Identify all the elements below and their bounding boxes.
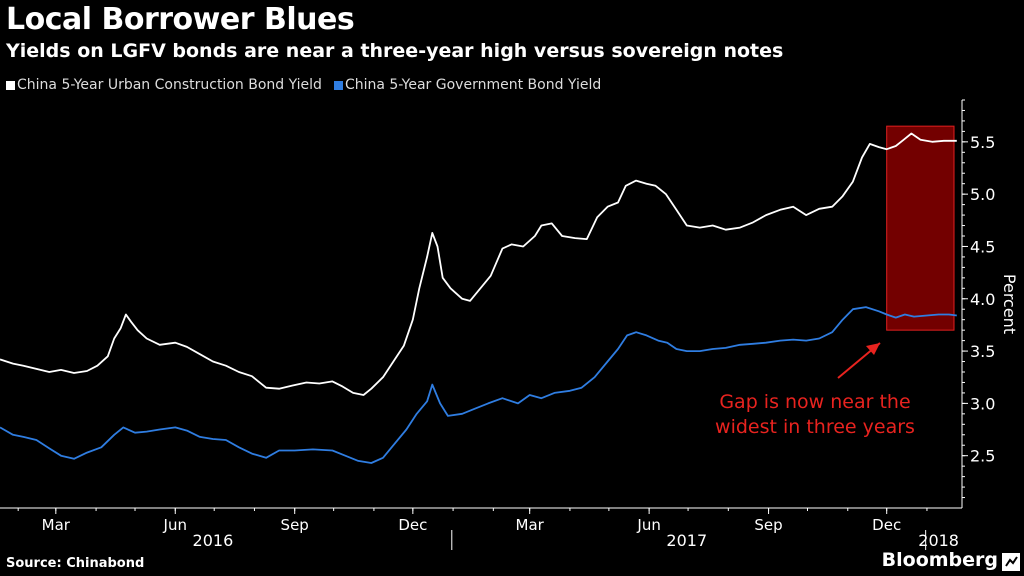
annotation-group: Gap is now near the widest in three years xyxy=(715,342,915,438)
year-label: 2016 xyxy=(193,531,234,550)
brand-logo-text: Bloomberg xyxy=(881,549,998,571)
y-tick-label: 3.0 xyxy=(970,394,995,413)
y-axis-label: Percent xyxy=(1000,274,1019,334)
bloomberg-mark-icon xyxy=(1002,553,1020,571)
chart-legend: China 5-Year Urban Construction Bond Yie… xyxy=(6,77,609,93)
year-label: 2017 xyxy=(666,531,707,550)
series-line-urban-construction xyxy=(0,132,957,396)
x-tick-label: Mar xyxy=(42,516,71,534)
chart-title: Local Borrower Blues xyxy=(6,2,355,37)
annotation-text-line: widest in three years xyxy=(715,416,915,438)
y-tick-label: 3.5 xyxy=(970,342,995,361)
y-tick-label: 4.5 xyxy=(970,237,995,256)
y-tick-label: 4.0 xyxy=(970,290,995,309)
y-tick-label: 5.0 xyxy=(970,185,995,204)
y-tick-label: 5.5 xyxy=(970,133,995,152)
y-tick-label: 2.5 xyxy=(970,447,995,466)
highlight-box xyxy=(886,125,955,331)
x-tick-label: Dec xyxy=(872,516,901,534)
legend-swatch-government xyxy=(333,80,343,90)
x-tick-label: Jun xyxy=(163,516,187,534)
x-tick-label: Dec xyxy=(398,516,427,534)
chart-subtitle: Yields on LGFV bonds are near a three-ye… xyxy=(6,40,784,62)
x-tick-label: Jun xyxy=(636,516,660,534)
legend-swatch-urban-construction xyxy=(6,80,15,90)
legend-label-government: China 5-Year Government Bond Yield xyxy=(344,77,602,93)
legend-item-government: China 5-Year Government Bond Yield xyxy=(333,77,602,93)
axes-group: 2.5 3.0 3.5 4.0 4.5 5.0 5.5 Percent Mar Jun Sep Dec… xyxy=(0,99,1019,550)
highlight-box-group xyxy=(886,125,955,331)
x-tick-label: Sep xyxy=(754,516,782,534)
source-note: Source: Chinabond xyxy=(6,556,145,571)
annotation-arrowhead xyxy=(866,343,880,355)
x-tick-label: Mar xyxy=(516,516,545,534)
year-label: 2018 xyxy=(918,531,959,550)
legend-label-urban-construction: China 5-Year Urban Construction Bond Yie… xyxy=(17,77,322,93)
annotation-text-line: Gap is now near the xyxy=(719,391,910,413)
legend-item-urban-construction: China 5-Year Urban Construction Bond Yie… xyxy=(6,77,322,93)
series-group xyxy=(0,132,957,464)
x-tick-label: Sep xyxy=(281,516,309,534)
series-line-government xyxy=(0,306,957,464)
